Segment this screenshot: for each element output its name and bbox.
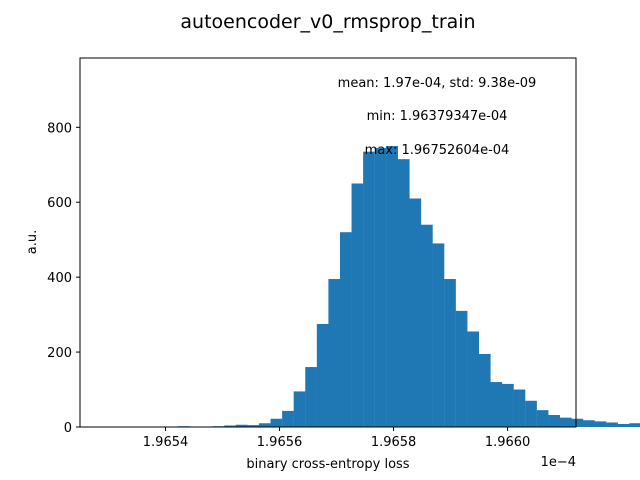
histogram-bar — [351, 183, 364, 427]
histogram-bar — [247, 425, 260, 427]
x-axis-scale-label: 1e−4 — [541, 455, 576, 470]
x-tick-label: 1.9660 — [485, 435, 531, 450]
histogram-bar — [316, 323, 329, 427]
histogram-bar — [629, 423, 640, 427]
x-tick-label: 1.9656 — [257, 435, 303, 450]
y-tick-label: 400 — [47, 271, 72, 286]
histogram-bar — [478, 353, 491, 427]
histogram-bar — [583, 420, 595, 427]
histogram-bar — [455, 310, 468, 427]
histogram-bar — [374, 147, 387, 427]
histogram-bar — [420, 224, 433, 427]
histogram-bar — [502, 383, 514, 427]
y-tick-label: 600 — [47, 196, 72, 211]
histogram-bar — [386, 146, 398, 428]
chart-title: autoencoder_v0_rmsprop_train — [180, 11, 475, 33]
x-axis-label: binary cross-entropy loss — [246, 457, 409, 472]
histogram-bar — [432, 243, 445, 427]
histogram-bar — [571, 418, 584, 427]
histogram-bar — [444, 279, 456, 427]
histogram-bar — [409, 198, 422, 427]
histogram-bar — [235, 424, 248, 427]
histogram-bar — [339, 232, 352, 427]
y-tick-label: 200 — [47, 346, 72, 361]
plot-area-frame — [79, 57, 577, 428]
histogram-bar — [328, 279, 341, 427]
histogram-bar — [258, 423, 271, 427]
histogram-bar — [490, 382, 503, 427]
histogram-bar — [293, 391, 306, 427]
histogram-bar — [513, 389, 526, 427]
histogram-bars — [108, 146, 640, 428]
histogram-bar — [606, 422, 618, 427]
annotation-max: max: 1.96752604e-04 — [365, 143, 510, 158]
histogram-bar — [548, 415, 561, 427]
histogram-bar — [617, 424, 630, 427]
histogram-bar — [363, 151, 375, 427]
y-axis-ticks: 0 200 400 600 800 — [47, 121, 80, 436]
annotation-mean-std: mean: 1.97e-04, std: 9.38e-09 — [338, 76, 537, 91]
y-tick-label: 800 — [47, 121, 72, 136]
x-axis-ticks: 1.9654 1.9656 1.9658 1.9660 — [143, 427, 531, 450]
histogram-bar — [525, 400, 537, 427]
histogram-bar — [559, 417, 572, 427]
x-tick-label: 1.9654 — [143, 435, 189, 450]
histogram-bar — [594, 421, 607, 427]
histogram-bar — [224, 425, 236, 427]
histogram-bar — [536, 410, 549, 427]
annotation-min: min: 1.96379347e-04 — [367, 109, 508, 124]
y-axis-label: a.u. — [25, 230, 40, 254]
y-tick-label: 0 — [64, 421, 72, 436]
histogram-bar — [467, 331, 479, 427]
histogram-bar — [270, 418, 283, 427]
histogram-bar — [397, 159, 410, 427]
histogram-bar — [282, 410, 294, 427]
x-tick-label: 1.9658 — [371, 435, 417, 450]
histogram-bar — [305, 367, 317, 427]
